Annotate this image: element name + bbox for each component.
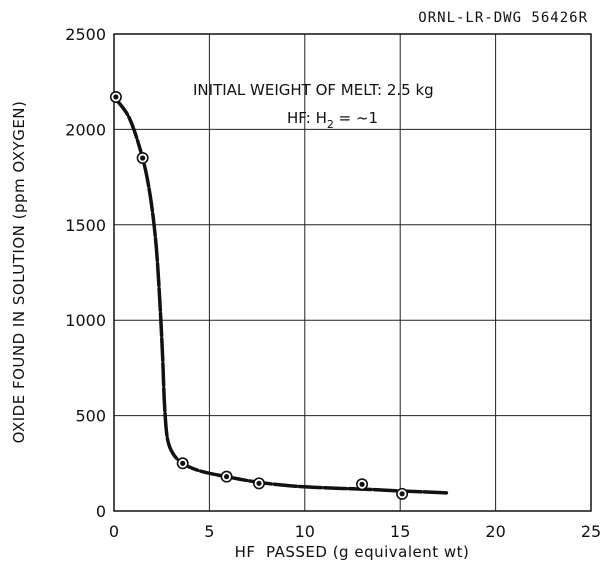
data-point <box>136 152 149 165</box>
y-tick-label: 0 <box>96 502 106 521</box>
grid <box>114 34 591 511</box>
data-point <box>396 487 409 500</box>
data-point <box>109 90 122 103</box>
y-tick-label: 1000 <box>65 311 106 330</box>
x-tick-label: 10 <box>295 522 315 541</box>
data-point <box>176 457 189 470</box>
data-points <box>109 90 409 500</box>
annotation-weight: INITIAL WEIGHT OF MELT: 2.5 kg <box>193 81 434 99</box>
data-point <box>253 477 266 490</box>
x-tick-label: 25 <box>581 522 601 541</box>
data-point <box>220 470 233 483</box>
y-tick-labels: 0 500 1000 1500 2000 2500 <box>65 25 106 521</box>
x-tick-label: 15 <box>390 522 410 541</box>
data-point <box>356 478 369 491</box>
annotation-ratio-suffix: = ~1 <box>334 109 378 127</box>
y-tick-label: 2500 <box>65 25 106 44</box>
annotation-ratio: HF: H2 = ~1 <box>287 109 378 131</box>
plot-frame <box>113 33 592 512</box>
x-tick-label: 20 <box>485 522 505 541</box>
y-axis-title: OXIDE FOUND IN SOLUTION (ppm OXYGEN) <box>10 101 28 444</box>
annotation-ratio-subscript: 2 <box>327 118 334 131</box>
x-tick-label: 5 <box>204 522 214 541</box>
fitted-curve <box>112 95 450 495</box>
annotation-ratio-prefix: HF: H <box>287 109 327 127</box>
x-tick-labels: 0 5 10 15 20 25 <box>109 522 601 541</box>
y-tick-label: 1500 <box>65 216 106 235</box>
y-tick-label: 2000 <box>65 120 106 139</box>
x-tick-label: 0 <box>109 522 119 541</box>
x-axis-title: HF PASSED (g equivalent wt) <box>235 543 470 561</box>
y-tick-label: 500 <box>75 407 106 426</box>
drawing-reference: ORNL-LR-DWG 56426R <box>418 10 588 26</box>
